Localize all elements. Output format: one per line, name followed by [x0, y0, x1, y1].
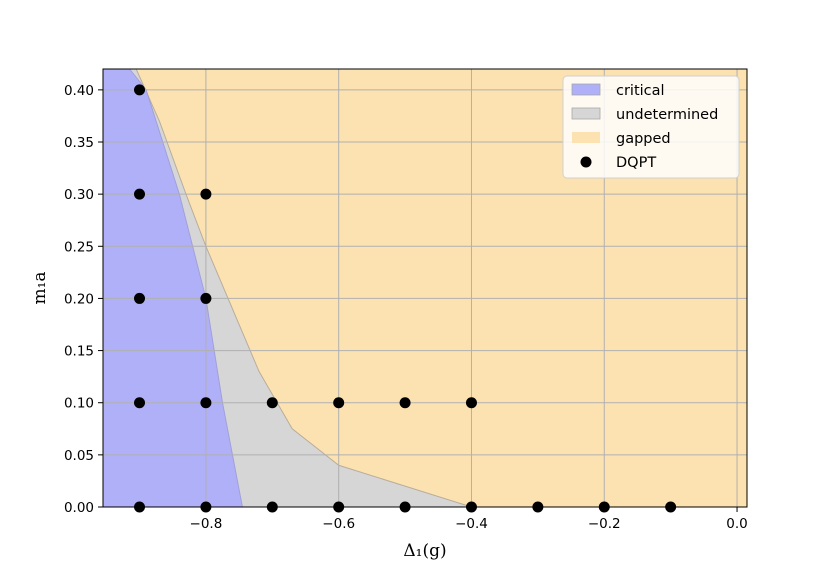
dqpt-point — [399, 397, 411, 409]
x-tick-label: −0.8 — [190, 516, 223, 532]
x-tick-label: −0.4 — [455, 516, 488, 532]
y-tick-label: 0.30 — [64, 187, 94, 203]
legend-swatch-undetermined — [571, 107, 601, 120]
dqpt-point — [200, 292, 212, 304]
y-tick-label: 0.05 — [64, 448, 94, 464]
dqpt-point — [134, 188, 146, 200]
x-axis-label: Δ₁(g) — [403, 541, 446, 561]
legend-label-undetermined: undetermined — [616, 107, 718, 123]
y-tick-label: 0.35 — [64, 135, 94, 151]
legend-label-dqpt: DQPT — [616, 155, 656, 171]
y-tick-label: 0.25 — [64, 239, 94, 255]
x-tick-label: 0.0 — [726, 516, 747, 532]
legend-swatch-critical — [571, 83, 601, 96]
dqpt-point — [266, 397, 278, 409]
dqpt-point — [134, 84, 146, 96]
dqpt-point — [200, 188, 212, 200]
dqpt-point — [333, 397, 345, 409]
legend-box — [562, 75, 740, 179]
dqpt-point — [200, 397, 212, 409]
legend-label-critical: critical — [616, 83, 665, 99]
y-tick-label: 0.00 — [64, 500, 94, 516]
dqpt-point — [465, 397, 477, 409]
x-tick-label: −0.6 — [322, 516, 355, 532]
legend: critical undetermined gapped DQPT — [562, 75, 740, 179]
y-tick-label: 0.20 — [64, 291, 94, 307]
dqpt-point — [134, 397, 146, 409]
y-tick-label: 0.10 — [64, 396, 94, 412]
legend-marker-dqpt — [580, 156, 592, 168]
y-axis-label: m₁a — [30, 271, 50, 304]
dqpt-point — [134, 292, 146, 304]
y-tick-label: 0.40 — [64, 83, 94, 99]
y-tick-label: 0.15 — [64, 344, 94, 360]
legend-swatch-gapped — [572, 132, 600, 143]
x-tick-label: −0.2 — [588, 516, 621, 532]
plot-frame — [102, 68, 748, 508]
legend-label-gapped: gapped — [616, 131, 671, 147]
